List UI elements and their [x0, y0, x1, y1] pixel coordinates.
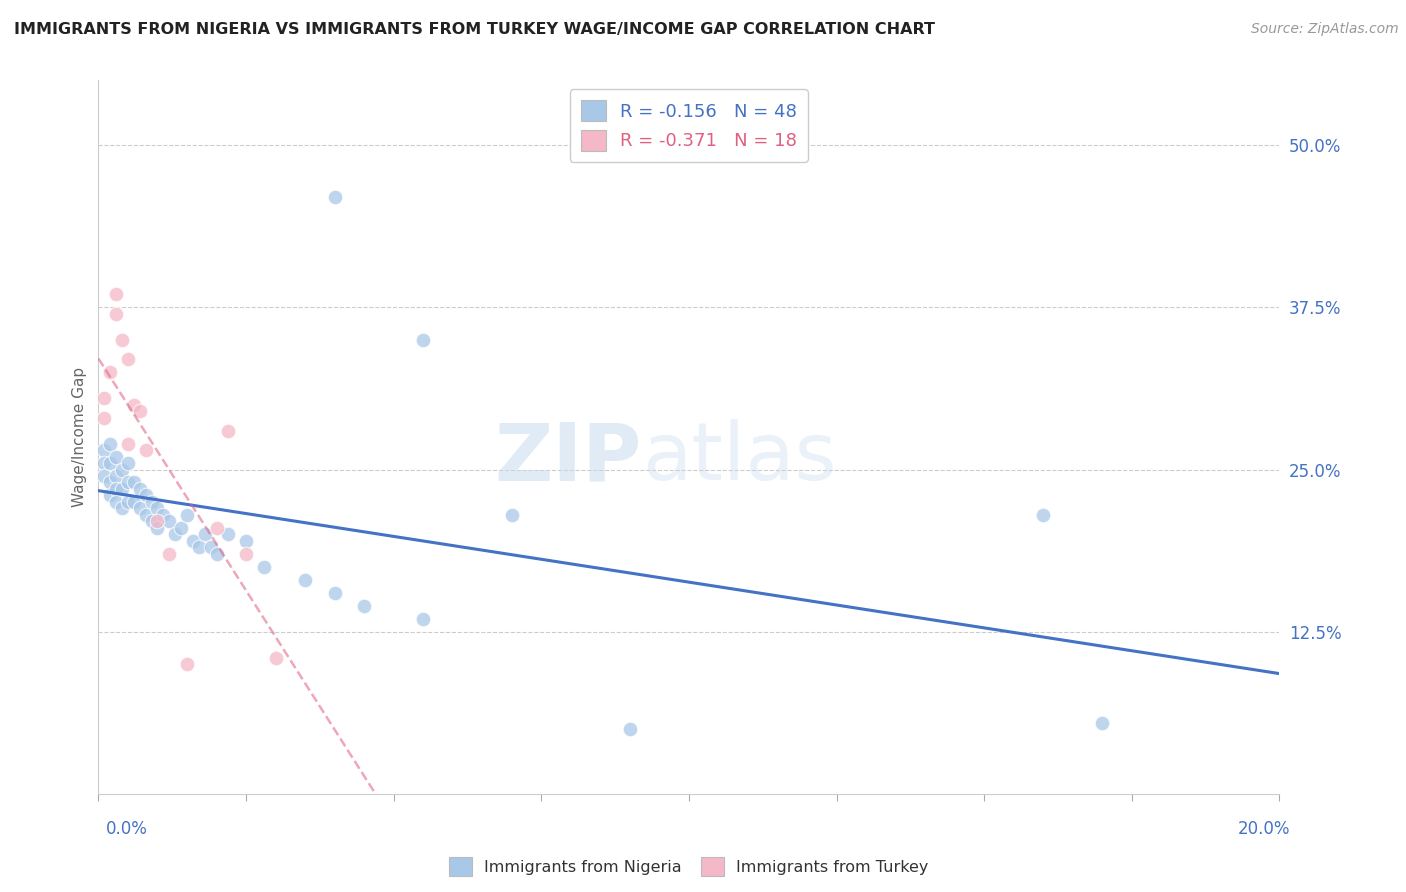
Point [176, 508, 198, 522]
Point [146, 521, 169, 535]
Text: atlas: atlas [641, 419, 837, 498]
Text: 20.0%: 20.0% [1239, 820, 1291, 838]
Point [105, 482, 128, 496]
Point [117, 352, 139, 367]
Point [176, 657, 198, 672]
Point [323, 586, 346, 600]
Point [141, 495, 163, 509]
Point [98, 436, 121, 450]
Point [235, 547, 257, 561]
Point [98, 475, 121, 490]
Point [128, 501, 150, 516]
Point [135, 488, 157, 502]
Point [253, 559, 276, 574]
Point [501, 508, 523, 522]
Point [235, 533, 257, 548]
Point [264, 650, 287, 665]
Text: ZIP: ZIP [495, 419, 641, 498]
Point [105, 307, 128, 321]
Point [117, 436, 139, 450]
Point [187, 541, 209, 555]
Point [111, 482, 134, 496]
Point [135, 443, 157, 458]
Point [141, 515, 163, 529]
Text: Source: ZipAtlas.com: Source: ZipAtlas.com [1251, 22, 1399, 37]
Point [122, 398, 145, 412]
Point [619, 722, 641, 736]
Point [122, 475, 145, 490]
Point [146, 515, 169, 529]
Point [412, 333, 434, 347]
Point [111, 333, 134, 347]
Point [165, 527, 187, 541]
Point [152, 508, 174, 522]
Point [294, 573, 316, 587]
Point [135, 508, 157, 522]
Point [105, 469, 128, 483]
Point [117, 495, 139, 509]
Point [93, 469, 115, 483]
Point [117, 475, 139, 490]
Point [205, 547, 228, 561]
Point [98, 456, 121, 470]
Y-axis label: Wage/Income Gap: Wage/Income Gap [72, 367, 87, 508]
Point [200, 541, 222, 555]
Point [98, 488, 121, 502]
Point [353, 599, 375, 613]
Legend: Immigrants from Nigeria, Immigrants from Turkey: Immigrants from Nigeria, Immigrants from… [443, 851, 935, 882]
Text: IMMIGRANTS FROM NIGERIA VS IMMIGRANTS FROM TURKEY WAGE/INCOME GAP CORRELATION CH: IMMIGRANTS FROM NIGERIA VS IMMIGRANTS FR… [14, 22, 935, 37]
Point [217, 527, 239, 541]
Point [93, 456, 115, 470]
Point [93, 410, 115, 425]
Point [146, 501, 169, 516]
Point [205, 521, 228, 535]
Point [98, 365, 121, 379]
Point [105, 495, 128, 509]
Point [105, 450, 128, 464]
Point [122, 495, 145, 509]
Point [157, 547, 180, 561]
Point [323, 190, 346, 204]
Point [412, 612, 434, 626]
Point [105, 287, 128, 301]
Point [181, 533, 204, 548]
Text: 0.0%: 0.0% [105, 820, 148, 838]
Point [117, 456, 139, 470]
Point [1032, 508, 1054, 522]
Point [157, 515, 180, 529]
Point [194, 527, 217, 541]
Point [170, 521, 193, 535]
Point [111, 501, 134, 516]
Point [128, 404, 150, 418]
Point [93, 443, 115, 458]
Point [128, 482, 150, 496]
Point [1091, 715, 1114, 730]
Point [111, 462, 134, 476]
Point [93, 391, 115, 405]
Point [217, 424, 239, 438]
